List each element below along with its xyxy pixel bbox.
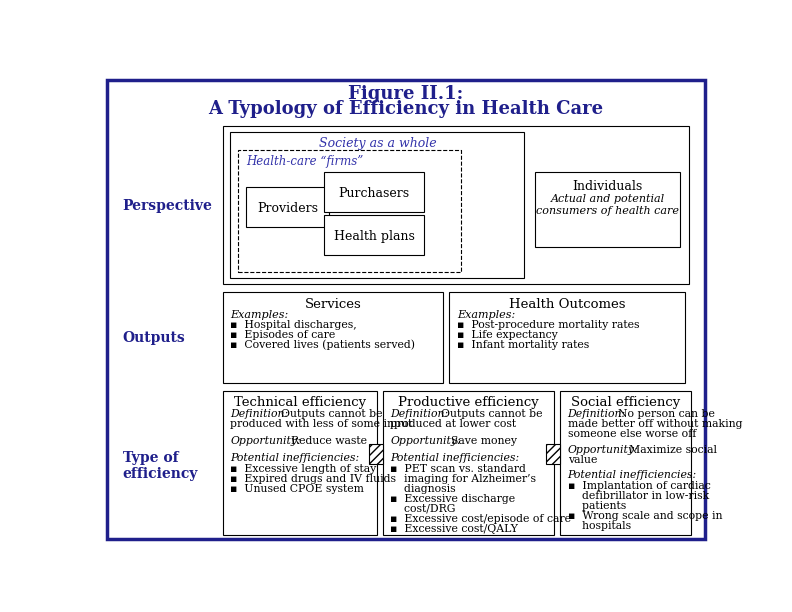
Text: Outputs: Outputs — [123, 331, 185, 345]
Text: Health Outcomes: Health Outcomes — [508, 297, 625, 310]
Text: ▪  Expired drugs and IV fluids: ▪ Expired drugs and IV fluids — [230, 474, 396, 484]
Text: ▪  Excessive cost/episode of care: ▪ Excessive cost/episode of care — [390, 514, 572, 524]
Text: Opportunity:: Opportunity: — [568, 444, 638, 455]
Text: Potential inefficiencies:: Potential inefficiencies: — [568, 470, 697, 480]
Text: Definition:: Definition: — [230, 409, 288, 419]
Text: ▪  Episodes of care: ▪ Episodes of care — [230, 330, 336, 340]
Text: Potential inefficiencies:: Potential inefficiencies: — [230, 453, 360, 463]
Text: patients: patients — [568, 501, 626, 511]
Text: Reduce waste: Reduce waste — [284, 436, 367, 446]
Text: ▪  Life expectancy: ▪ Life expectancy — [457, 330, 558, 340]
Text: ▪  Covered lives (patients served): ▪ Covered lives (patients served) — [230, 340, 415, 351]
Text: Productive efficiency: Productive efficiency — [398, 396, 539, 409]
Text: ▪  Implantation of cardiac: ▪ Implantation of cardiac — [568, 481, 710, 491]
Bar — [535, 172, 680, 247]
Text: hospitals: hospitals — [568, 521, 630, 531]
Text: Technical efficiency: Technical efficiency — [234, 396, 366, 409]
Text: Perspective: Perspective — [123, 199, 212, 213]
Text: Social efficiency: Social efficiency — [571, 396, 680, 409]
Text: Purchasers: Purchasers — [339, 187, 410, 200]
Bar — [223, 390, 377, 536]
Bar — [369, 444, 383, 464]
Bar — [383, 390, 554, 536]
Text: ▪  Wrong scale and scope in: ▪ Wrong scale and scope in — [568, 511, 722, 521]
Text: defibrillator in low-risk: defibrillator in low-risk — [568, 491, 709, 501]
Text: cost/DRG: cost/DRG — [390, 504, 456, 514]
Text: Providers: Providers — [257, 203, 318, 215]
Bar — [324, 215, 425, 255]
Text: ▪  Excessive cost/QALY: ▪ Excessive cost/QALY — [390, 524, 519, 534]
Bar — [246, 187, 329, 228]
Text: diagnosis: diagnosis — [390, 484, 456, 494]
Text: A Typology of Efficiency in Health Care: A Typology of Efficiency in Health Care — [208, 100, 604, 118]
Text: ▪  Excessive discharge: ▪ Excessive discharge — [390, 494, 516, 504]
Text: Health plans: Health plans — [334, 230, 415, 243]
Text: value: value — [568, 455, 597, 465]
Text: Definition:: Definition: — [390, 409, 448, 419]
Text: Outputs cannot be: Outputs cannot be — [434, 409, 543, 419]
Text: ▪  PET scan vs. standard: ▪ PET scan vs. standard — [390, 464, 527, 474]
Text: Opportunity:: Opportunity: — [230, 436, 301, 446]
Text: produced with less of some input: produced with less of some input — [230, 419, 413, 429]
Bar — [449, 292, 684, 383]
Text: imaging for Alzheimer’s: imaging for Alzheimer’s — [390, 474, 536, 484]
Bar — [223, 292, 443, 383]
Text: ▪  Hospital discharges,: ▪ Hospital discharges, — [230, 320, 357, 330]
Bar — [560, 390, 691, 536]
Text: Maximize social: Maximize social — [622, 444, 717, 455]
Text: made better off without making: made better off without making — [568, 419, 742, 429]
Text: Type of
efficiency: Type of efficiency — [123, 451, 198, 481]
Text: Actual and potential
consumers of health care: Actual and potential consumers of health… — [536, 195, 679, 216]
Text: Examples:: Examples: — [457, 310, 515, 320]
Text: Individuals: Individuals — [573, 180, 643, 193]
Text: produced at lower cost: produced at lower cost — [390, 419, 516, 429]
Text: Potential inefficiencies:: Potential inefficiencies: — [390, 453, 520, 463]
Bar — [238, 151, 461, 272]
Text: Save money: Save money — [444, 436, 517, 446]
Bar — [223, 126, 689, 285]
Text: Services: Services — [304, 297, 361, 310]
Text: ▪  Infant mortality rates: ▪ Infant mortality rates — [457, 340, 589, 350]
Text: Figure II.1:: Figure II.1: — [348, 85, 463, 103]
Bar — [324, 172, 425, 212]
Text: ▪  Excessive length of stay: ▪ Excessive length of stay — [230, 464, 376, 474]
Text: Opportunity:: Opportunity: — [390, 436, 461, 446]
Text: No person can be: No person can be — [611, 409, 715, 419]
Text: Society as a whole: Society as a whole — [318, 136, 436, 149]
Text: Definition:: Definition: — [568, 409, 626, 419]
Text: Outputs cannot be: Outputs cannot be — [274, 409, 383, 419]
Text: ▪  Unused CPOE system: ▪ Unused CPOE system — [230, 484, 364, 494]
Text: Examples:: Examples: — [230, 310, 288, 320]
Bar — [230, 132, 524, 278]
Text: someone else worse off: someone else worse off — [568, 429, 696, 439]
Bar — [546, 444, 560, 464]
Text: Health-care “firms”: Health-care “firms” — [246, 155, 363, 168]
Text: ▪  Post-procedure mortality rates: ▪ Post-procedure mortality rates — [457, 320, 639, 330]
